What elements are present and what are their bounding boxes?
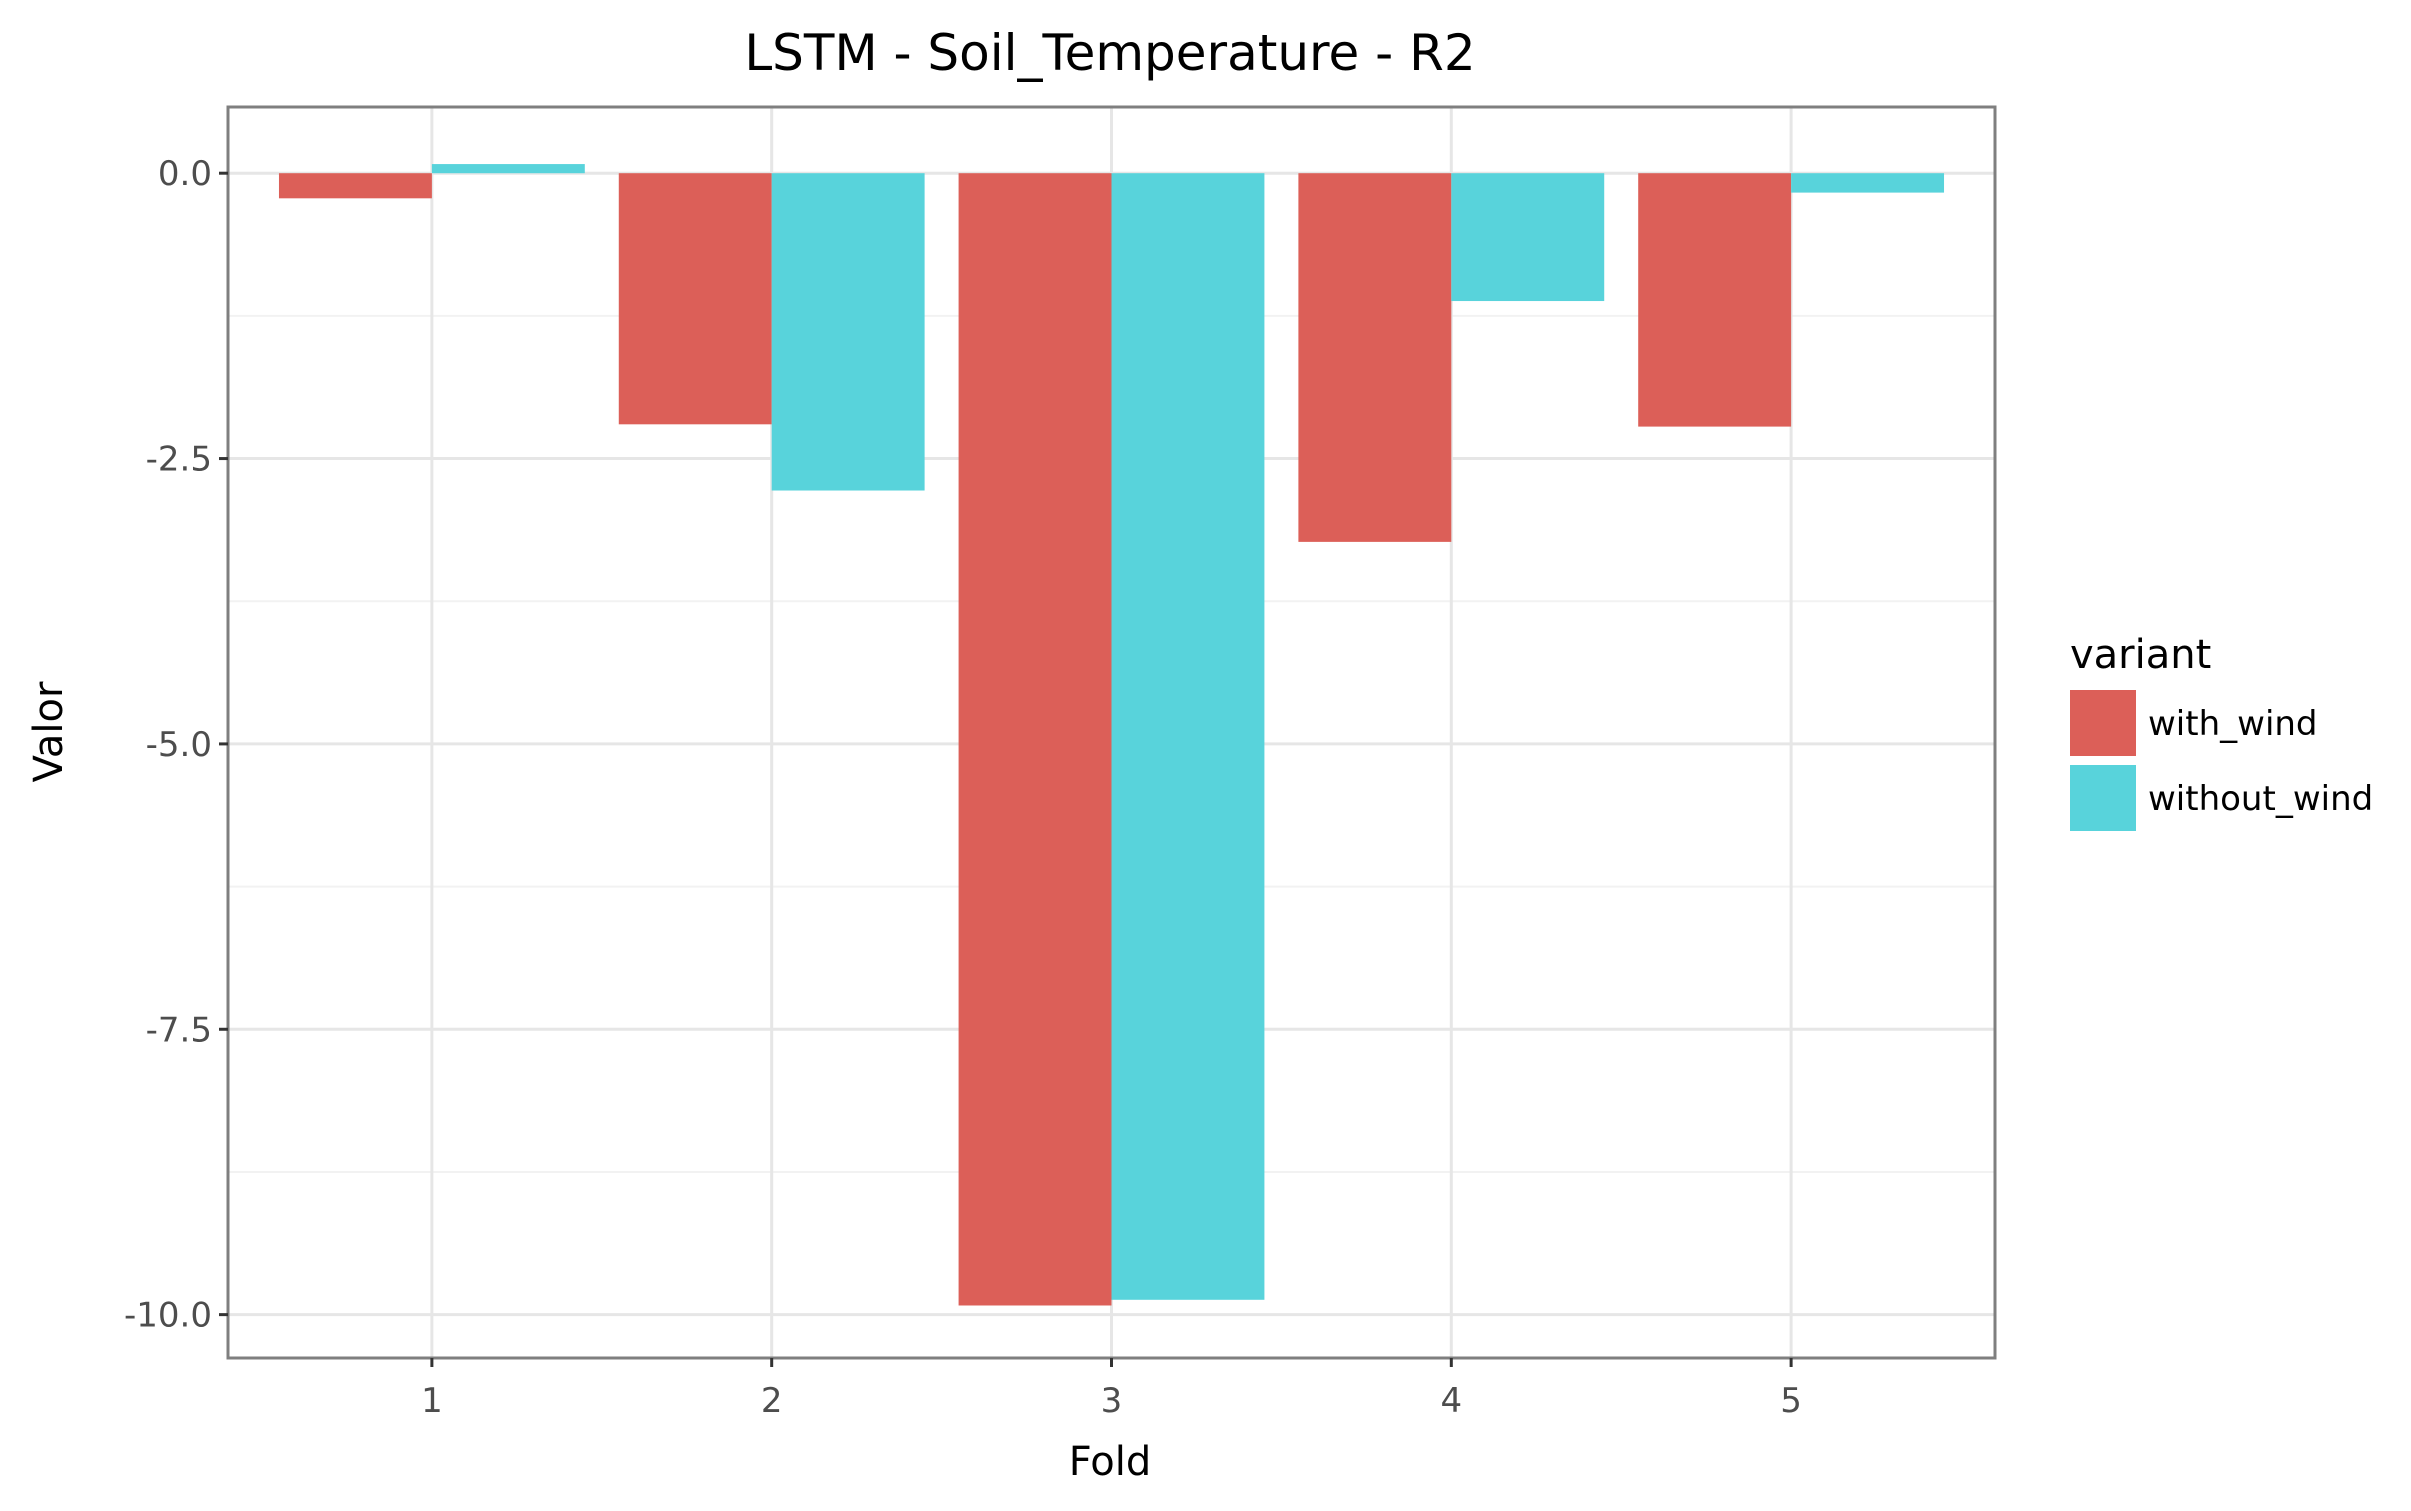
- bar-with_wind-fold-3: [958, 173, 1112, 1306]
- legend-key-with_wind: [2070, 690, 2136, 756]
- x-axis-title: Fold: [1069, 1439, 1152, 1485]
- bars: [278, 164, 1945, 1306]
- y-tick-label: -5.0: [146, 725, 212, 765]
- legend-items: with_wind without_wind: [2070, 690, 2373, 831]
- y-axis-title: Valor: [26, 681, 72, 782]
- legend-label-with_wind: with_wind: [2148, 704, 2318, 744]
- chart-title: LSTM - Soil_Temperature - R2: [744, 24, 1475, 82]
- bar-with_wind-fold-5: [1638, 173, 1792, 427]
- bar-without_wind-fold-3: [1111, 173, 1265, 1300]
- legend-title: variant: [2070, 632, 2211, 678]
- x-tick-label: 4: [1440, 1381, 1462, 1421]
- y-tick-label: -10.0: [124, 1296, 212, 1336]
- x-tick-label: 5: [1780, 1381, 1802, 1421]
- y-tick-label: -2.5: [146, 440, 212, 480]
- y-axis-ticks: 0.0 -2.5 -5.0 -7.5 -10.0: [124, 154, 228, 1336]
- bar-with_wind-fold-1: [278, 173, 432, 199]
- bar-without_wind-fold-2: [771, 173, 925, 491]
- bar-without_wind-fold-1: [431, 164, 585, 174]
- x-tick-label: 2: [761, 1381, 783, 1421]
- legend: variant with_wind without_wind: [2070, 632, 2373, 831]
- y-tick-label: 0.0: [158, 154, 212, 194]
- bar-with_wind-fold-4: [1298, 173, 1452, 542]
- bar-without_wind-fold-5: [1791, 173, 1945, 193]
- legend-label-without_wind: without_wind: [2148, 779, 2373, 819]
- bar-without_wind-fold-4: [1451, 173, 1605, 302]
- legend-key-without_wind: [2070, 765, 2136, 831]
- x-axis-ticks: 1 2 3 4 5: [421, 1358, 1802, 1421]
- x-tick-label: 1: [421, 1381, 443, 1421]
- x-tick-label: 3: [1101, 1381, 1123, 1421]
- y-tick-label: -7.5: [146, 1010, 212, 1050]
- bar-with_wind-fold-2: [618, 173, 772, 425]
